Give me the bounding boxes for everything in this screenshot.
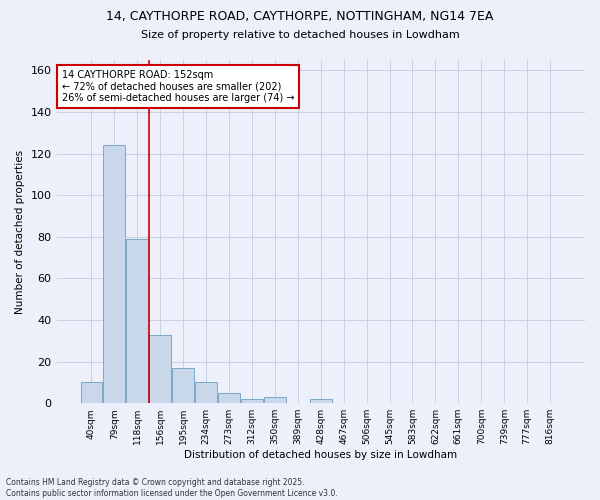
Text: Size of property relative to detached houses in Lowdham: Size of property relative to detached ho…	[140, 30, 460, 40]
X-axis label: Distribution of detached houses by size in Lowdham: Distribution of detached houses by size …	[184, 450, 457, 460]
Bar	[310, 399, 332, 403]
Bar	[103, 146, 125, 403]
Bar	[172, 368, 194, 403]
Text: Contains HM Land Registry data © Crown copyright and database right 2025.
Contai: Contains HM Land Registry data © Crown c…	[6, 478, 338, 498]
Text: 14 CAYTHORPE ROAD: 152sqm
← 72% of detached houses are smaller (202)
26% of semi: 14 CAYTHORPE ROAD: 152sqm ← 72% of detac…	[62, 70, 295, 104]
Bar	[241, 399, 263, 403]
Bar	[264, 397, 286, 403]
Bar	[195, 382, 217, 403]
Bar	[149, 334, 171, 403]
Bar	[127, 239, 148, 403]
Y-axis label: Number of detached properties: Number of detached properties	[15, 150, 25, 314]
Bar	[218, 393, 240, 403]
Bar	[80, 382, 103, 403]
Text: 14, CAYTHORPE ROAD, CAYTHORPE, NOTTINGHAM, NG14 7EA: 14, CAYTHORPE ROAD, CAYTHORPE, NOTTINGHA…	[106, 10, 494, 23]
